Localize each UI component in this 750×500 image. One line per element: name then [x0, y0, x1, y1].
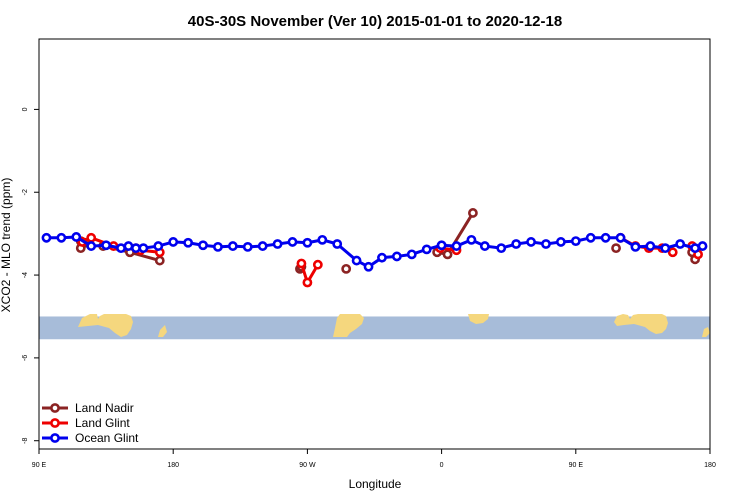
ocean-glint-point [101, 240, 111, 251]
ocean-glint-point [227, 241, 238, 251]
land-glint-point [667, 247, 678, 258]
ocean-glint-point [555, 237, 566, 247]
ocean-glint-point [675, 239, 686, 249]
x-tick-label: 90 W [299, 462, 316, 469]
ocean-glint-point [406, 249, 417, 260]
land-glint-point [86, 232, 97, 243]
map-land-south-africa [468, 314, 489, 324]
ocean-glint-point [41, 232, 52, 243]
legend-marker-ocean-glint [50, 433, 60, 443]
ocean-glint-point [436, 240, 447, 251]
ocean-glint-point [242, 241, 253, 252]
ocean-glint-point [71, 232, 82, 242]
land-glint-point [296, 258, 307, 269]
ocean-glint-point [690, 243, 700, 254]
ocean-glint-point [697, 241, 708, 251]
plot-frame [38, 38, 711, 450]
x-axis-label: Longitude [349, 477, 402, 491]
ocean-glint-point [615, 232, 626, 243]
ocean-glint-point [570, 236, 581, 247]
ocean-glint-point [451, 241, 462, 251]
ocean-glint-point [287, 237, 298, 247]
ocean-glint-point [351, 255, 362, 266]
legend-label-land-glint: Land Glint [75, 416, 130, 430]
ocean-glint-point [377, 252, 387, 263]
land-nadir-point [468, 208, 478, 218]
ocean-glint-point [131, 243, 141, 254]
ocean-glint-point [466, 234, 477, 245]
land-nadir-point [611, 243, 621, 254]
ocean-glint-point [332, 239, 343, 249]
y-axis-label: XCO2 - MLO trend (ppm) [0, 178, 13, 313]
ocean-glint-point [116, 243, 126, 254]
ocean-glint-point [153, 241, 164, 251]
y-tick-label: -4 [22, 272, 29, 278]
y-tick-label: -2 [22, 189, 29, 195]
ocean-glint-point [585, 232, 596, 243]
ocean-glint-point [526, 237, 536, 247]
ocean-glint-point [123, 241, 134, 251]
map-land-australia-east [614, 314, 668, 334]
legend-label-ocean-glint: Ocean Glint [75, 431, 139, 445]
ocean-glint-point [302, 237, 313, 248]
x-axis: 90 E 180 90 W 0 90 E 180 [32, 449, 716, 469]
ocean-glint-point [630, 241, 641, 252]
map-land-new-zealand-east [702, 327, 710, 337]
x-tick-label: 90 E [32, 462, 47, 469]
ocean-glint-point [479, 241, 490, 251]
x-tick-label: 0 [440, 462, 444, 469]
map-ocean [39, 316, 710, 340]
ocean-glint-point [86, 241, 97, 251]
ocean-glint-point [363, 261, 374, 272]
y-tick-label: -6 [22, 355, 29, 361]
ocean-glint-point [213, 241, 223, 252]
ocean-glint-point [511, 239, 522, 249]
ocean-glint-point [272, 239, 283, 249]
ocean-glint-point [56, 232, 67, 243]
land-glint-point [312, 259, 323, 270]
y-tick-label: -8 [22, 438, 29, 444]
ocean-glint-point [168, 237, 179, 247]
map-land-new-zealand-west [158, 325, 167, 337]
ocean-glint-point [138, 243, 149, 254]
land-nadir-point [442, 249, 453, 260]
legend-marker-land-nadir [50, 403, 60, 413]
land-nadir-point [341, 263, 352, 274]
ocean-glint-point [600, 232, 611, 243]
legend-marker-land-glint [50, 418, 60, 428]
ocean-glint-point [183, 237, 194, 248]
ocean-glint-point [198, 240, 208, 251]
map-band [39, 314, 710, 340]
land-glint-point [302, 277, 313, 288]
map-land-south-america [333, 314, 364, 337]
y-axis: 0 -2 -4 -6 -8 [22, 107, 39, 444]
x-tick-label: 180 [704, 462, 716, 469]
ocean-glint-point [496, 243, 507, 254]
ocean-glint-point [541, 239, 551, 249]
ocean-glint-point [421, 244, 432, 255]
y-tick-label: 0 [22, 107, 29, 111]
ocean-glint-point [660, 243, 671, 254]
ocean-glint-point [257, 241, 268, 251]
ocean-glint-point [645, 241, 656, 251]
series-layer [41, 208, 708, 288]
map-land-australia-west [78, 314, 133, 337]
legend-label-land-nadir: Land Nadir [75, 401, 134, 415]
chart-title: 40S-30S November (Ver 10) 2015-01-01 to … [188, 13, 562, 30]
ocean-glint-point [391, 251, 402, 262]
x-tick-label: 90 E [569, 462, 584, 469]
x-tick-label: 180 [167, 462, 179, 469]
ocean-glint-point [317, 234, 328, 245]
land-nadir-point [154, 255, 165, 266]
